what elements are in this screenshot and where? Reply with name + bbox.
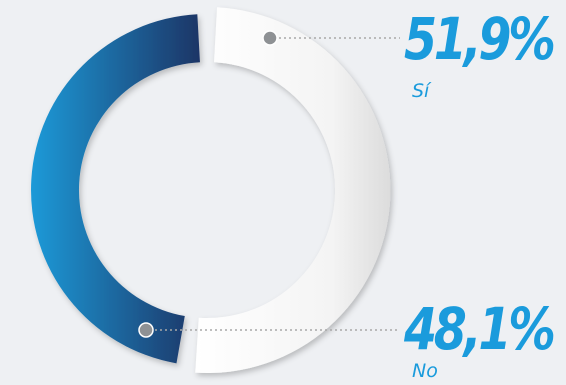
slice-value-label-si: 51,9% bbox=[404, 5, 556, 73]
slice-value-label-no: 48,1% bbox=[404, 295, 556, 363]
slice-category-label-si: Sí bbox=[412, 80, 430, 102]
leader-marker-no bbox=[138, 322, 154, 338]
slice-no bbox=[31, 14, 200, 364]
slice-category-label-no: No bbox=[412, 360, 438, 382]
slice-si bbox=[195, 7, 391, 374]
leader-marker-si bbox=[262, 30, 278, 46]
